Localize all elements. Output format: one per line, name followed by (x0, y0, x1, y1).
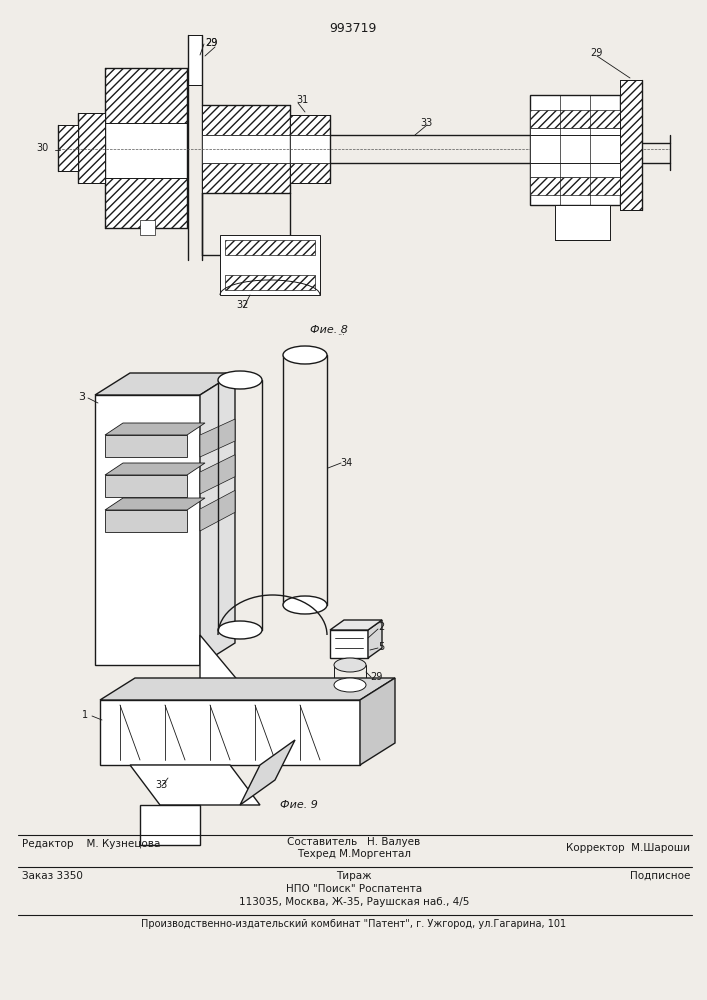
Ellipse shape (218, 621, 262, 639)
Text: Корректор  М.Шароши: Корректор М.Шароши (566, 843, 690, 853)
Polygon shape (200, 455, 235, 494)
Text: ...: ... (337, 328, 345, 337)
Text: 5: 5 (378, 642, 384, 652)
Bar (105, 178, 187, 228)
Polygon shape (105, 435, 187, 457)
Text: 29: 29 (590, 48, 602, 58)
Polygon shape (95, 373, 235, 395)
Text: Тираж: Тираж (337, 871, 372, 881)
Polygon shape (105, 423, 205, 435)
Text: 31: 31 (296, 95, 308, 105)
Bar (220, 235, 320, 295)
Text: 33: 33 (155, 780, 168, 790)
Bar (105, 123, 187, 178)
Polygon shape (105, 510, 187, 532)
Polygon shape (280, 695, 310, 755)
Bar (202, 163, 290, 193)
Bar (530, 177, 620, 195)
Bar (290, 135, 330, 163)
Polygon shape (200, 419, 235, 457)
Text: 29: 29 (205, 38, 217, 48)
Polygon shape (200, 490, 235, 531)
Polygon shape (95, 395, 200, 665)
Text: 2: 2 (378, 622, 384, 632)
Bar (202, 135, 290, 163)
Text: 30: 30 (36, 143, 48, 153)
Polygon shape (180, 695, 310, 715)
Polygon shape (330, 620, 382, 630)
Polygon shape (200, 635, 250, 745)
Polygon shape (105, 463, 205, 475)
Bar (78, 113, 105, 183)
Polygon shape (100, 700, 360, 765)
Text: 3: 3 (78, 392, 85, 402)
Text: 32: 32 (236, 300, 248, 310)
Ellipse shape (218, 371, 262, 389)
Polygon shape (105, 475, 187, 497)
Text: Фие. 8: Фие. 8 (310, 325, 348, 335)
Ellipse shape (334, 678, 366, 692)
Text: 993719: 993719 (329, 22, 377, 35)
Text: 34: 34 (340, 458, 352, 468)
Polygon shape (130, 765, 260, 805)
Text: 33: 33 (420, 118, 432, 128)
Text: 29: 29 (205, 38, 217, 48)
Bar (225, 240, 315, 255)
Polygon shape (100, 678, 395, 700)
Bar (225, 275, 315, 290)
Text: Производственно-издательский комбинат "Патент", г. Ужгород, ул.Гагарина, 101: Производственно-издательский комбинат "П… (141, 919, 566, 929)
Text: НПО "Поиск" Роспатента: НПО "Поиск" Роспатента (286, 884, 422, 894)
Bar (620, 80, 642, 210)
Bar (555, 205, 610, 240)
Polygon shape (360, 678, 395, 765)
Bar (188, 35, 202, 85)
Text: Редактор    М. Кузнецова: Редактор М. Кузнецова (22, 839, 160, 849)
Ellipse shape (283, 596, 327, 614)
Bar (202, 105, 290, 135)
Text: Подписное: Подписное (630, 871, 690, 881)
Polygon shape (140, 805, 200, 845)
Text: 29: 29 (370, 672, 382, 682)
Bar (58, 125, 78, 171)
Ellipse shape (283, 346, 327, 364)
Polygon shape (240, 740, 295, 805)
Text: Заказ 3350: Заказ 3350 (22, 871, 83, 881)
Bar (290, 163, 330, 183)
Polygon shape (200, 373, 235, 665)
Bar (530, 95, 620, 205)
Text: 1: 1 (82, 710, 88, 720)
Bar (105, 68, 187, 123)
Polygon shape (368, 620, 382, 658)
Text: 113035, Москва, Ж-35, Раушская наб., 4/5: 113035, Москва, Ж-35, Раушская наб., 4/5 (239, 897, 469, 907)
Text: Фие. 9: Фие. 9 (280, 800, 318, 810)
Text: Техред М.Моргентал: Техред М.Моргентал (297, 849, 411, 859)
Polygon shape (330, 630, 368, 658)
Bar (140, 220, 155, 235)
Bar (530, 110, 620, 128)
Text: Составитель   Н. Валуев: Составитель Н. Валуев (287, 837, 421, 847)
Bar (530, 128, 620, 177)
Polygon shape (105, 498, 205, 510)
Bar (290, 115, 330, 135)
Ellipse shape (334, 658, 366, 672)
